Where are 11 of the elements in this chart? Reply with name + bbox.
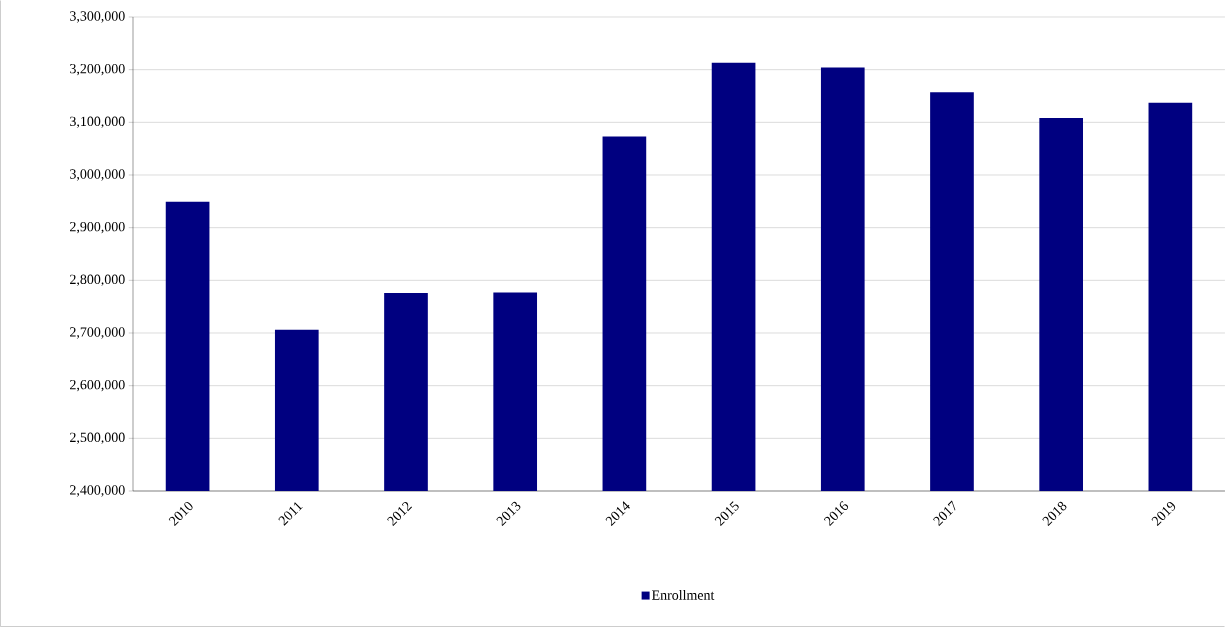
y-tick-label: 2,400,000 bbox=[70, 485, 125, 497]
y-tick-label: 3,300,000 bbox=[70, 11, 125, 23]
y-tick-label: 3,200,000 bbox=[70, 63, 125, 76]
legend-label: Enrollment bbox=[652, 589, 715, 600]
y-tick-label: 2,500,000 bbox=[70, 432, 125, 445]
y-tick-label: 2,700,000 bbox=[70, 327, 125, 339]
y-tick-label: 2,800,000 bbox=[70, 274, 125, 287]
y-tick-label: 2,600,000 bbox=[70, 379, 125, 392]
y-tick-label: 3,100,000 bbox=[70, 116, 125, 129]
y-tick-label: 2,900,000 bbox=[70, 221, 125, 234]
y-tick-label: 3,000,000 bbox=[70, 169, 125, 181]
